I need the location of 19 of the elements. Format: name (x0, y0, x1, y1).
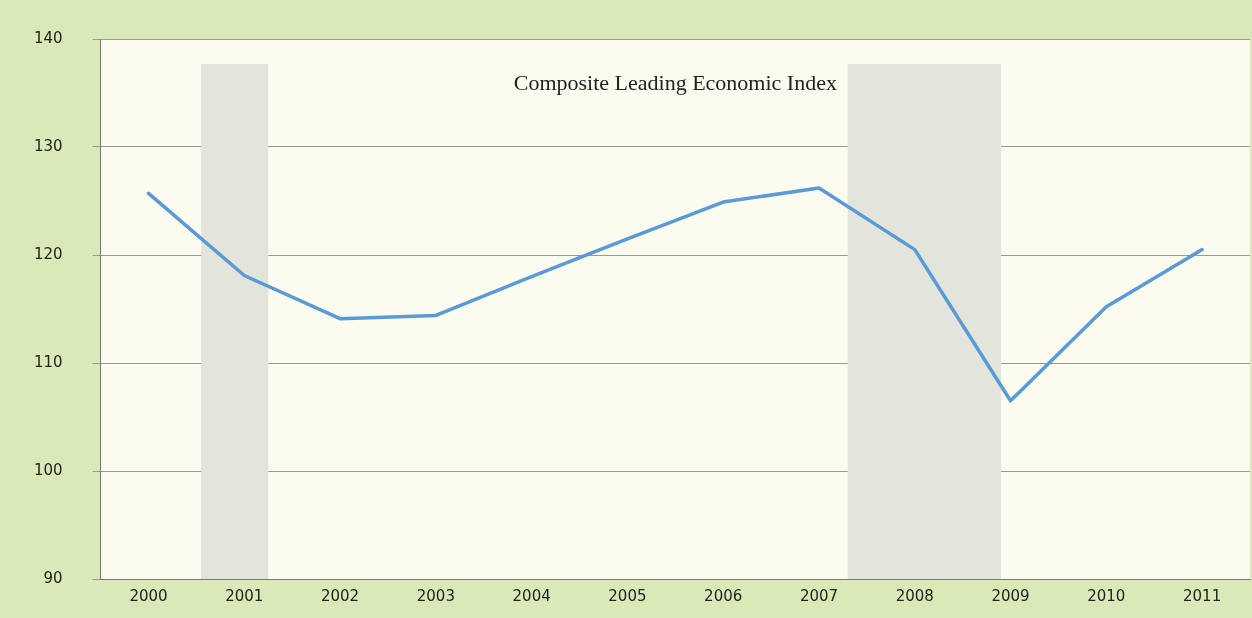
y-tick-label: 110 (33, 352, 63, 371)
x-tick-label: 2011 (1183, 586, 1222, 605)
y-tick-label: 140 (33, 28, 63, 47)
y-tick-label: 120 (33, 244, 63, 263)
x-tick-label: 2006 (704, 586, 743, 605)
x-tick-label: 2002 (320, 586, 360, 605)
x-tick-label: 2003 (416, 586, 455, 605)
text: Composite Leading Economic Index (513, 69, 837, 95)
x-tick-label: 2004 (512, 586, 551, 605)
y-tick-label: 130 (33, 136, 63, 155)
x-tick-label: 2007 (799, 586, 839, 605)
x-tick-label: 2005 (608, 586, 647, 605)
x-tick-label: 2001 (225, 586, 264, 605)
x-tick-label: 2000 (129, 586, 168, 605)
x-tick-label: 2009 (991, 586, 1030, 605)
y-tick-label: 90 (43, 568, 63, 587)
y-tick-label: 100 (33, 460, 63, 479)
x-tick-label: 2008 (895, 586, 934, 605)
x-tick-label: 2010 (1087, 586, 1126, 605)
